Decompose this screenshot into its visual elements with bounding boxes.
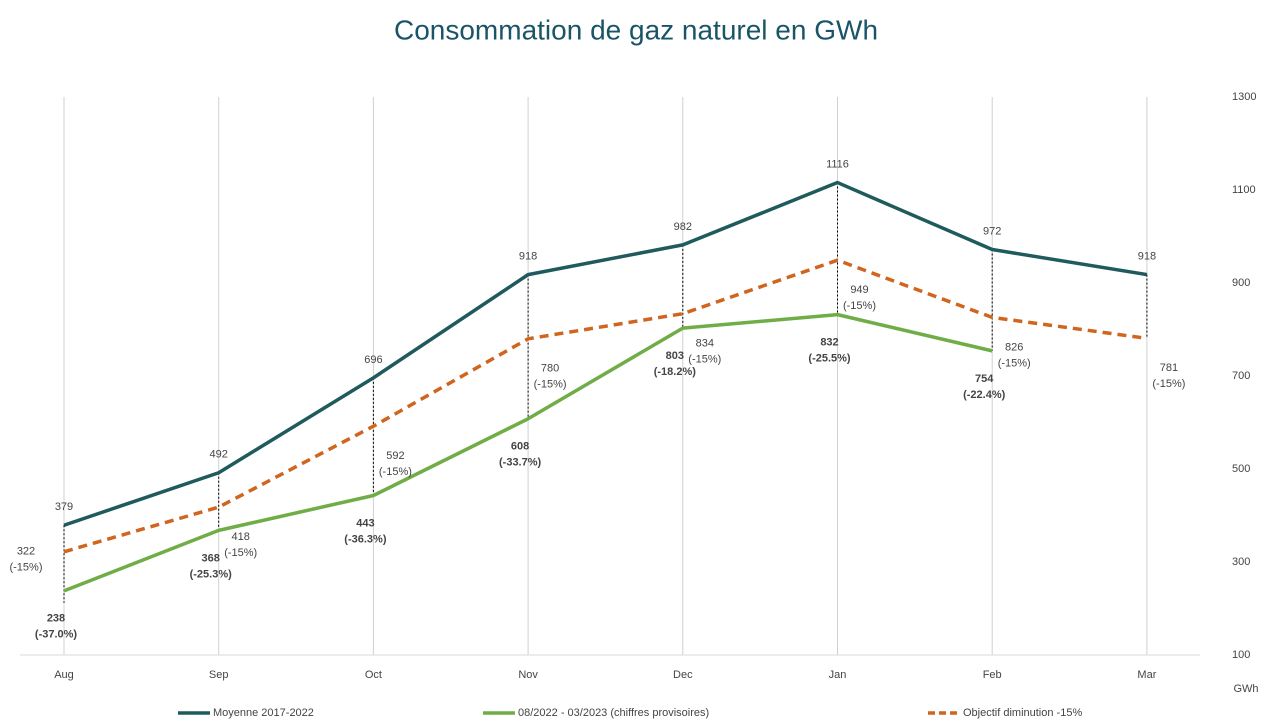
- change-label: (-36.3%): [344, 533, 387, 545]
- y-tick-label: 1300: [1232, 91, 1256, 103]
- legend-label: Moyenne 2017-2022: [213, 707, 314, 719]
- y-tick-label: 100: [1232, 649, 1250, 661]
- change-label: (-15%): [9, 562, 42, 574]
- data-label: 949: [850, 284, 868, 296]
- change-label: (-18.2%): [654, 366, 697, 378]
- y-tick-label: 500: [1232, 463, 1250, 475]
- legend-label: Objectif diminution -15%: [963, 707, 1082, 719]
- data-label: 780: [541, 363, 559, 375]
- data-label: 443: [356, 517, 374, 529]
- y-tick-label: 900: [1232, 277, 1250, 289]
- series-line: [63, 312, 993, 593]
- data-label: 379: [55, 501, 73, 513]
- change-label: (-15%): [224, 547, 257, 559]
- y-tick-label: 300: [1232, 556, 1250, 568]
- change-label: (-15%): [998, 357, 1031, 369]
- data-label: 696: [364, 354, 382, 366]
- change-label: (-25.5%): [808, 353, 851, 365]
- change-label: (-15%): [534, 379, 567, 391]
- series-line: [63, 180, 1148, 527]
- data-label: 608: [511, 441, 529, 453]
- data-label: 781: [1160, 362, 1178, 374]
- change-label: (-15%): [843, 300, 876, 312]
- change-label: (-15%): [1152, 378, 1185, 390]
- change-label: (-15%): [688, 354, 721, 366]
- x-tick-label: Nov: [518, 669, 538, 681]
- data-label: 982: [674, 221, 692, 233]
- change-label: (-37.0%): [35, 629, 78, 641]
- x-tick-label: Sep: [209, 669, 229, 681]
- data-label: 322: [17, 546, 35, 558]
- change-label: (-25.3%): [190, 568, 233, 580]
- x-tick-label: Mar: [1137, 669, 1156, 681]
- data-label: 972: [983, 225, 1001, 237]
- data-label: 834: [696, 338, 714, 350]
- x-tick-label: Oct: [365, 669, 382, 681]
- data-label: 418: [232, 531, 250, 543]
- x-tick-label: Feb: [983, 669, 1002, 681]
- change-label: (-33.7%): [499, 457, 542, 469]
- data-label: 918: [1138, 251, 1156, 263]
- x-tick-label: Aug: [54, 669, 74, 681]
- chart-title: Consommation de gaz naturel en GWh: [394, 14, 878, 45]
- x-tick-label: Jan: [829, 669, 847, 681]
- change-label: (-15%): [379, 466, 412, 478]
- data-label: 803: [666, 350, 684, 362]
- data-label: 918: [519, 251, 537, 263]
- legend-label: 08/2022 - 03/2023 (chiffres provisoires): [518, 707, 709, 719]
- data-label: 238: [47, 613, 65, 625]
- data-label: 832: [820, 337, 838, 349]
- data-label: 592: [386, 450, 404, 462]
- data-label: 826: [1005, 341, 1023, 353]
- y-axis-label: GWh: [1233, 683, 1258, 695]
- data-label: 1116: [826, 158, 849, 170]
- y-tick-label: 1100: [1232, 184, 1256, 196]
- series-line: [63, 258, 1148, 554]
- change-label: (-22.4%): [963, 389, 1006, 401]
- data-label: 492: [210, 449, 228, 461]
- data-label: 754: [975, 373, 994, 385]
- y-tick-label: 700: [1232, 370, 1250, 382]
- x-tick-label: Dec: [673, 669, 693, 681]
- data-label: 368: [202, 552, 220, 564]
